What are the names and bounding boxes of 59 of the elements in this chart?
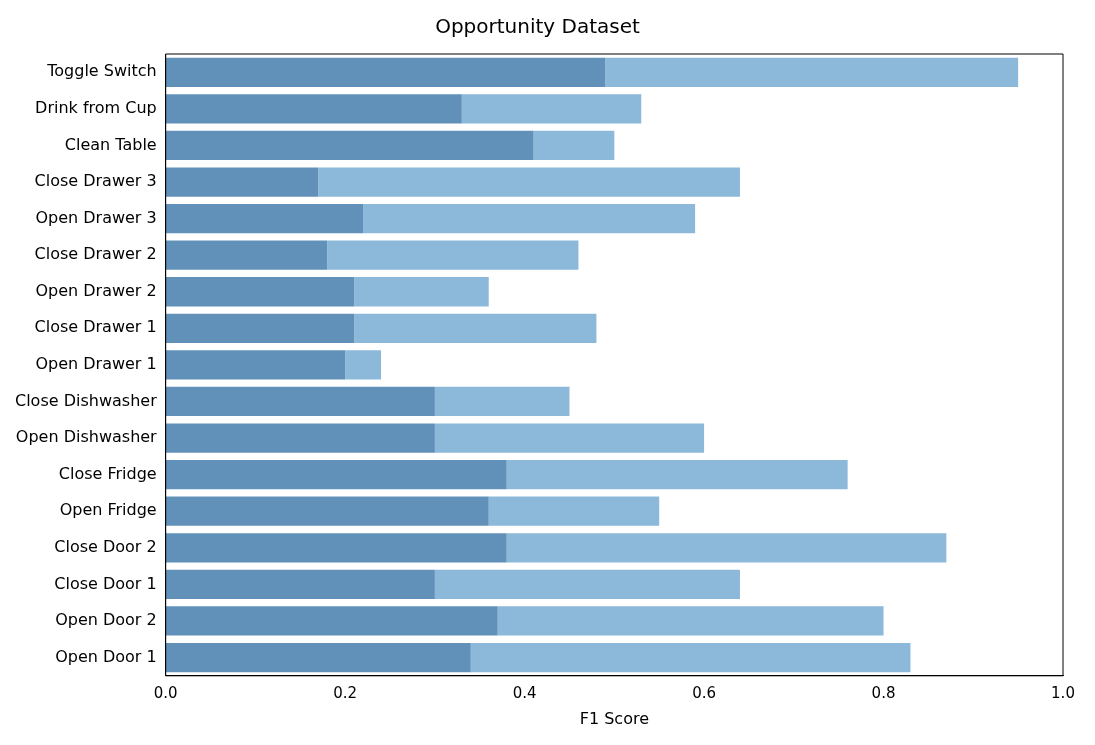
bar <box>165 386 435 417</box>
y-tick-label: Open Drawer 1 <box>35 354 157 374</box>
bar <box>327 240 579 270</box>
bar <box>165 57 606 87</box>
y-tick-label: Close Drawer 2 <box>34 244 157 264</box>
bar <box>165 569 435 599</box>
bar <box>488 496 660 526</box>
bar <box>165 460 507 490</box>
bar <box>461 94 642 124</box>
y-tick-label: Close Drawer 3 <box>34 171 157 191</box>
bar <box>434 386 570 417</box>
bar <box>533 130 615 161</box>
y-tick-label: Drink from Cup <box>35 98 157 118</box>
x-tick-label: 0.8 <box>871 683 896 702</box>
y-tick-label: Open Door 1 <box>55 646 157 666</box>
bar <box>165 533 507 563</box>
bar <box>363 203 696 234</box>
y-tick-label: Close Door 2 <box>54 536 157 556</box>
x-tick-label: 0.0 <box>153 683 178 702</box>
bar <box>165 496 489 526</box>
bar <box>165 94 462 124</box>
bar <box>165 313 355 343</box>
bar <box>165 642 471 673</box>
y-tick-label: Open Dishwasher <box>15 427 158 447</box>
bar <box>165 423 435 453</box>
bar <box>165 240 328 270</box>
bar <box>605 57 1019 87</box>
chart-title: Opportunity Dataset <box>435 14 640 39</box>
bar <box>354 277 489 307</box>
x-tick-label: 1.0 <box>1051 683 1075 702</box>
bar <box>165 606 498 636</box>
y-tick-label: Clean Table <box>64 134 157 154</box>
bar <box>497 606 884 636</box>
x-tick-label: 0.4 <box>512 683 537 702</box>
bar <box>165 203 364 234</box>
x-axis-title: F1 Score <box>579 708 649 728</box>
y-tick-label: Open Drawer 3 <box>35 207 157 227</box>
x-tick-label: 0.2 <box>333 683 358 702</box>
bar <box>318 167 740 197</box>
y-tick-label: Close Dishwasher <box>15 390 158 410</box>
y-tick-label: Open Door 2 <box>55 610 157 630</box>
y-tick-label: Toggle Switch <box>46 61 157 81</box>
x-tick-label: 0.6 <box>692 683 717 702</box>
y-tick-label: Open Fridge <box>59 500 157 520</box>
bar <box>470 642 911 673</box>
y-tick-label: Close Fridge <box>58 463 157 483</box>
y-tick-label: Close Door 1 <box>54 573 157 593</box>
bar <box>506 460 848 490</box>
bar <box>345 350 382 380</box>
bar <box>354 313 597 343</box>
bar <box>434 423 705 453</box>
bar <box>434 569 740 599</box>
y-tick-label: Close Drawer 1 <box>34 317 157 337</box>
bar <box>165 277 355 307</box>
bar <box>165 130 534 161</box>
bar <box>165 350 346 380</box>
bar <box>165 167 319 197</box>
bar <box>506 533 947 563</box>
y-tick-label: Open Drawer 2 <box>35 280 157 300</box>
